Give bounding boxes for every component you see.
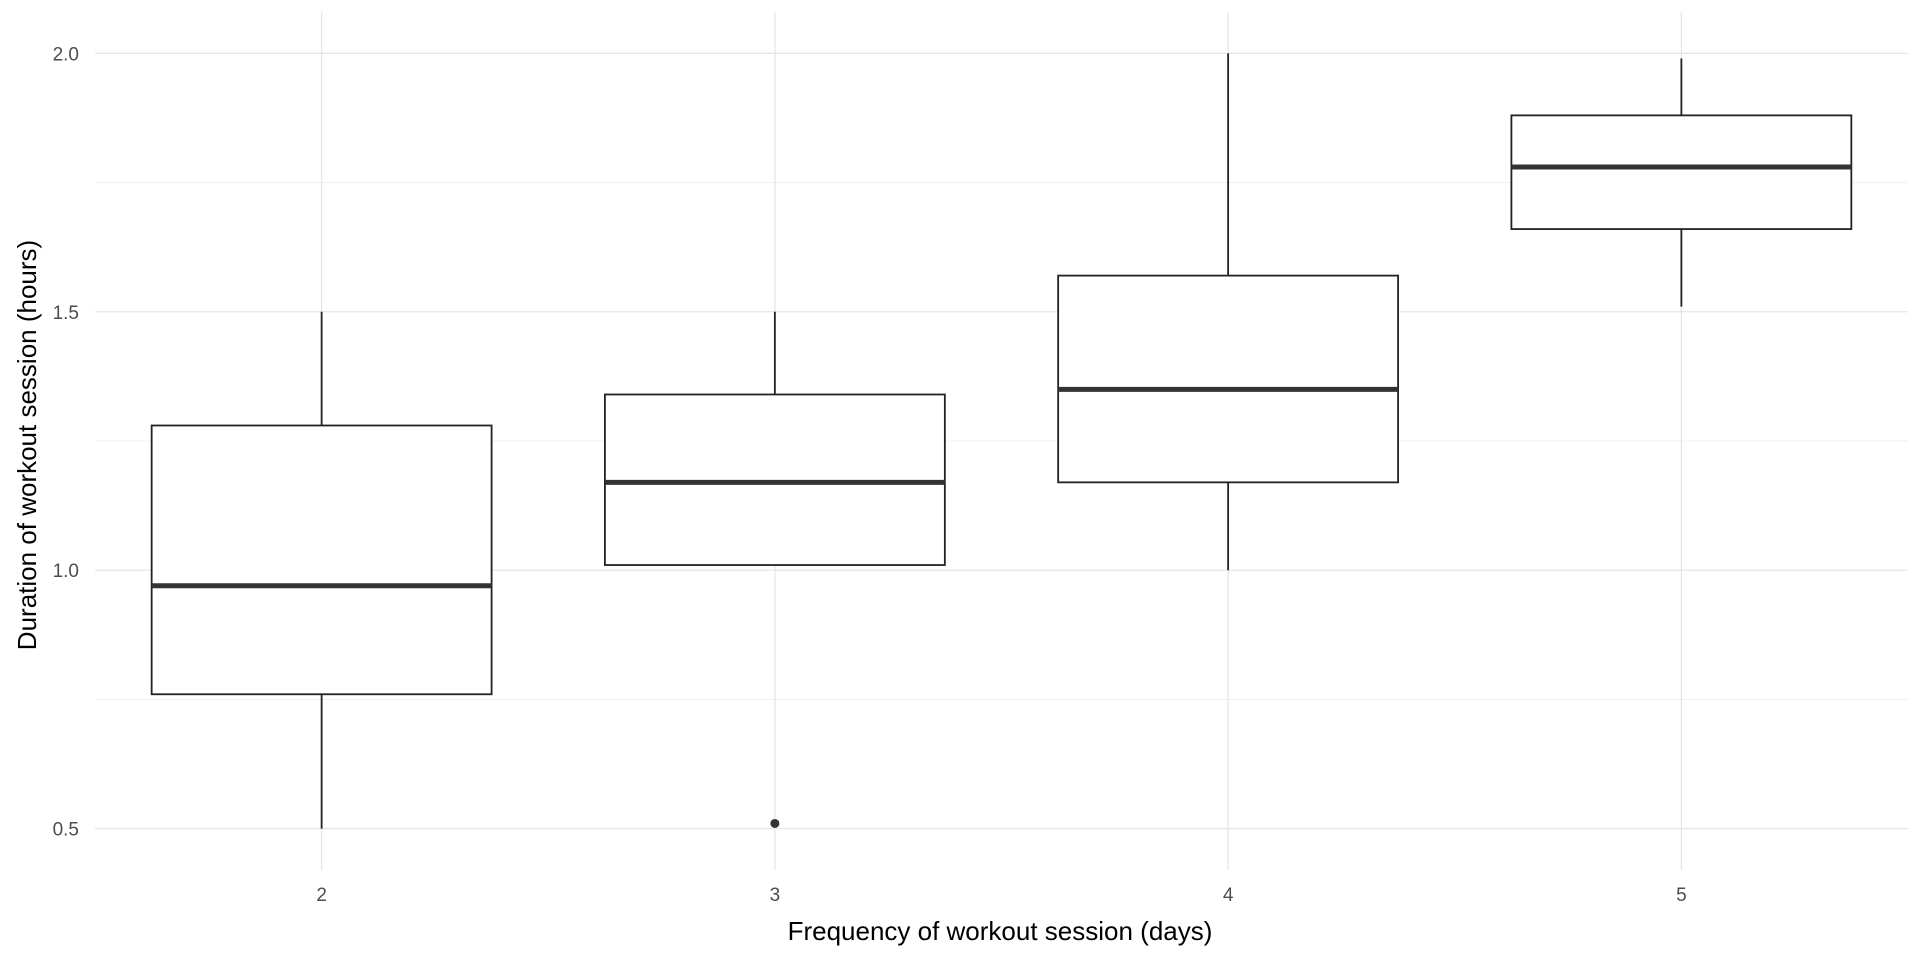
x-tick-label: 5 — [1676, 885, 1687, 906]
box-iqr — [1510, 114, 1853, 230]
marks-layer — [150, 53, 1853, 829]
y-tick-label: 1.5 — [53, 303, 79, 324]
y-tick-label: 1.0 — [53, 561, 79, 582]
x-tick-label: 4 — [1223, 885, 1234, 906]
ticks-layer: 0.5 1.0 1.5 2.0 2 3 4 5 — [53, 44, 1687, 906]
box-iqr — [604, 393, 946, 566]
y-tick-label: 2.0 — [53, 44, 79, 65]
x-tick-label: 3 — [770, 885, 781, 906]
x-tick-label: 2 — [316, 885, 327, 906]
x-axis-title: Frequency of workout session (days) — [788, 916, 1213, 946]
y-tick-label: 0.5 — [53, 820, 79, 841]
box-iqr — [150, 424, 493, 696]
box-iqr — [1057, 274, 1399, 484]
outlier-point — [770, 818, 780, 828]
y-axis-title: Duration of workout session (hours) — [12, 240, 42, 650]
